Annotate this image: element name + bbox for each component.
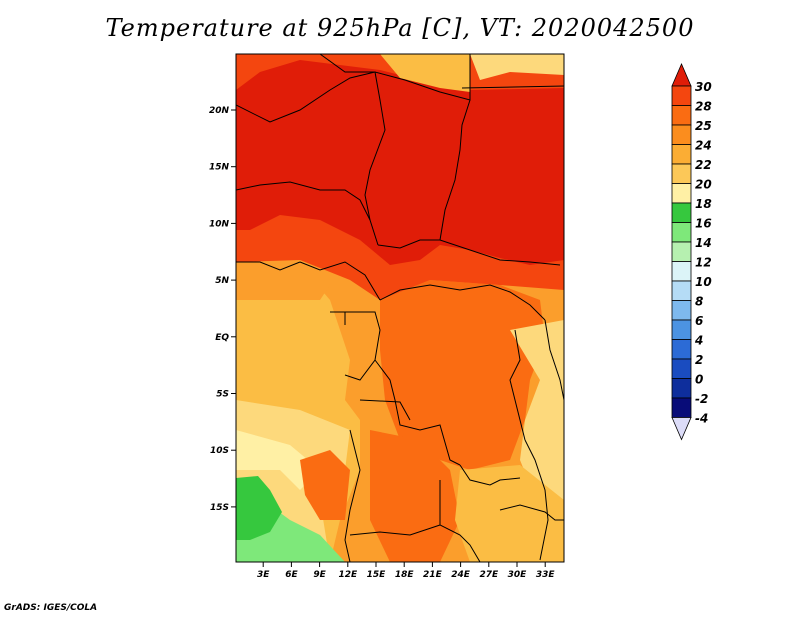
colorbar-label: 25 xyxy=(695,119,712,133)
lon-tick-label: 33E xyxy=(536,570,556,580)
colorbar-swatch xyxy=(671,183,692,204)
border-line xyxy=(524,439,549,561)
colorbar-swatch xyxy=(671,280,692,301)
colorbar-label: -2 xyxy=(695,392,708,406)
colorbar-swatch xyxy=(671,241,692,262)
lat-tick-label: 15S xyxy=(210,503,229,513)
field-cool-southeast xyxy=(455,465,564,562)
colorbar-label: 24 xyxy=(695,139,712,153)
lon-tick-label: 21E xyxy=(423,570,443,580)
field-cooler-east xyxy=(510,320,564,510)
border-line xyxy=(364,71,386,221)
colorbar-label: 28 xyxy=(695,100,712,114)
colorbar-label: 18 xyxy=(695,197,712,211)
colorbar-top-arrow xyxy=(671,62,692,87)
colorbar-label: 0 xyxy=(695,373,703,387)
colorbar-swatch xyxy=(671,202,692,223)
border-line xyxy=(377,239,561,266)
border-line xyxy=(330,311,346,325)
lon-tick-label: 30E xyxy=(508,570,528,580)
colorbar-label: 2 xyxy=(695,353,703,367)
lat-tick-label: 5N xyxy=(215,276,229,286)
border-line xyxy=(544,319,564,401)
border-line xyxy=(236,181,379,246)
field-cool-sahara-top xyxy=(380,54,470,92)
field-warm-southwest-blob xyxy=(300,450,350,520)
field-cold-southwest xyxy=(236,430,320,490)
lat-tick-label: 5S xyxy=(216,390,229,400)
colorbar-swatch xyxy=(671,105,692,126)
colorbar-swatch xyxy=(671,144,692,165)
field-green-dark xyxy=(236,476,282,540)
colorbar-label: -4 xyxy=(695,412,708,426)
grads-credit: GrADS: IGES/COLA xyxy=(4,603,98,613)
colorbar-label: 8 xyxy=(695,295,703,309)
border-line xyxy=(459,464,521,486)
lon-tick-label: 9E xyxy=(313,570,326,580)
colorbar-swatch xyxy=(671,319,692,340)
border-line xyxy=(439,480,481,562)
colorbar-label: 20 xyxy=(695,178,712,192)
colorbar-swatch xyxy=(671,300,692,321)
lat-tick-label: 15N xyxy=(209,163,230,173)
colorbar-swatch xyxy=(671,358,692,379)
border-line xyxy=(236,71,376,123)
field-warm-south xyxy=(370,430,460,562)
lon-tick-label: 3E xyxy=(257,570,270,580)
border-line xyxy=(344,429,361,562)
lon-tick-label: 27E xyxy=(479,570,499,580)
colorbar-swatch xyxy=(671,222,692,243)
field-mild-gulf xyxy=(236,262,330,300)
latitude-axis: 20N 15N 10N 5N EQ 5S 10S 15S xyxy=(209,106,236,513)
lon-tick-label: 6E xyxy=(285,570,298,580)
border-line xyxy=(299,261,381,301)
lon-tick-label: 15E xyxy=(367,570,387,580)
longitude-axis: 3E 6E 9E 12E 15E 18E 21E 24E 27E 30E 33E xyxy=(257,562,555,580)
colorbar-bottom-arrow xyxy=(671,417,692,441)
colorbar-label: 22 xyxy=(695,158,712,172)
colorbar-label: 10 xyxy=(695,275,712,289)
border-line xyxy=(236,261,301,271)
country-borders xyxy=(236,54,564,562)
field-cooler-sahara-corner xyxy=(470,54,564,80)
border-line xyxy=(379,284,546,321)
border-line xyxy=(374,359,461,466)
field-very-hot-north xyxy=(236,60,564,265)
colorbar-label: 30 xyxy=(695,80,712,94)
lat-tick-label: 20N xyxy=(209,106,230,116)
colorbar-swatch xyxy=(671,339,692,360)
border-line xyxy=(509,329,526,441)
colorbar-swatch xyxy=(671,397,692,418)
map-frame xyxy=(235,53,565,563)
lat-tick-label: EQ xyxy=(215,333,229,343)
lon-tick-label: 24E xyxy=(451,570,471,580)
border-line xyxy=(349,524,441,536)
colorbar-label: 16 xyxy=(695,217,712,231)
colorbar-swatch xyxy=(671,124,692,145)
colorbar-label: 6 xyxy=(695,314,703,328)
border-line xyxy=(439,99,471,241)
border-line xyxy=(359,399,411,421)
field-warm-central xyxy=(380,280,545,470)
lon-tick-label: 12E xyxy=(338,570,358,580)
lon-tick-label: 18E xyxy=(395,570,415,580)
border-line xyxy=(499,504,564,521)
colorbar-label: 4 xyxy=(694,334,703,348)
border-line xyxy=(461,85,564,89)
colorbar-label: 12 xyxy=(695,256,712,270)
lat-tick-label: 10S xyxy=(210,446,229,456)
lat-tick-label: 10N xyxy=(209,219,230,229)
colorbar-label: 14 xyxy=(695,236,712,250)
colorbar-swatch xyxy=(671,163,692,184)
map-title: Temperature at 925hPa [C], VT: 202004250… xyxy=(105,14,695,42)
colorbar-swatch xyxy=(671,378,692,399)
colorbar-swatch xyxy=(671,261,692,282)
border-line xyxy=(344,311,381,381)
temperature-field xyxy=(236,54,564,562)
colorbar-swatch xyxy=(671,85,692,106)
